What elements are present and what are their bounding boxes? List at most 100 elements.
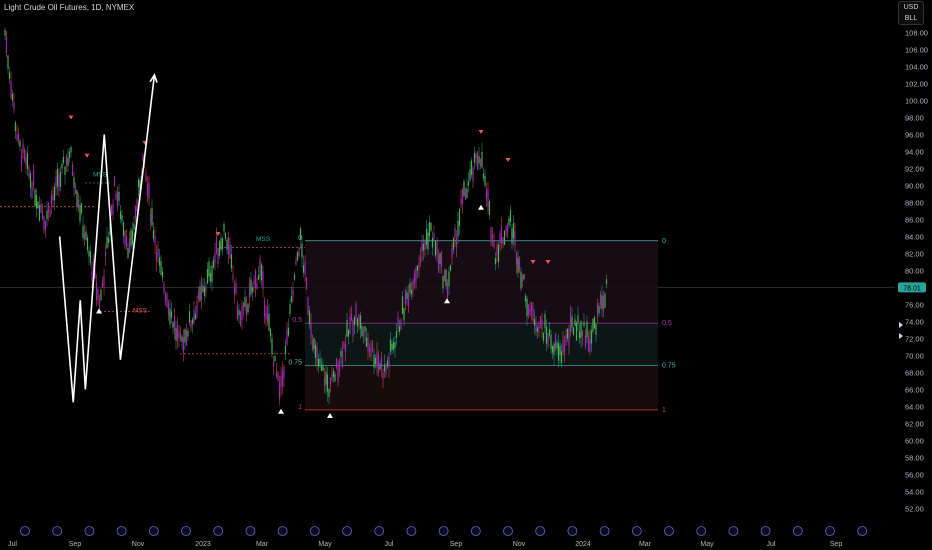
candle-body — [142, 154, 144, 160]
candle-body — [277, 372, 279, 382]
fib-zone-top — [305, 240, 658, 324]
candle-body — [505, 226, 507, 232]
candle-body — [437, 254, 440, 270]
candle-body — [104, 251, 107, 257]
candle-body — [109, 222, 111, 236]
candle-body — [283, 366, 285, 378]
candle-body — [209, 272, 212, 282]
currency-unit-toggle[interactable]: USD BLL — [898, 1, 924, 25]
candle-body — [503, 231, 506, 245]
candle-body — [65, 155, 68, 166]
candle-body — [268, 313, 270, 331]
candle-body — [452, 237, 455, 250]
candle-body — [515, 252, 518, 265]
candle-body — [47, 202, 50, 212]
candle-body — [403, 308, 405, 321]
candle-body — [263, 299, 266, 317]
candle-body — [71, 164, 74, 176]
candle-body — [115, 193, 117, 200]
candle-body — [451, 248, 453, 258]
candle-body — [317, 358, 320, 367]
candle-body — [116, 190, 119, 207]
candle-body — [73, 177, 75, 188]
candle-body — [203, 287, 206, 297]
candle-body — [574, 319, 576, 326]
candle-body — [391, 343, 393, 350]
candle-body — [185, 330, 188, 346]
candle-body — [248, 282, 251, 299]
candle-body — [368, 346, 371, 352]
candle-body — [440, 252, 443, 268]
candle-body — [20, 155, 23, 166]
candle-body — [230, 254, 233, 269]
candle-body — [578, 331, 581, 339]
candle-body — [68, 151, 71, 159]
candle-body — [488, 201, 491, 216]
candle-body — [199, 286, 201, 302]
candle-body — [460, 198, 462, 205]
mss-label: MSS — [133, 307, 148, 314]
candle-body — [145, 173, 147, 182]
candle-body — [599, 293, 602, 305]
candle-body — [275, 371, 278, 377]
candle-body — [412, 279, 414, 291]
candle-body — [107, 238, 110, 244]
candle-body — [181, 336, 183, 342]
candle-body — [508, 218, 510, 225]
event-badge-icon — [599, 526, 610, 536]
unit-bll[interactable]: BLL — [904, 15, 918, 22]
candle-body — [125, 236, 128, 247]
candle-body — [542, 332, 545, 341]
candle-body — [601, 295, 603, 309]
candle-body — [314, 345, 317, 358]
candle-body — [151, 208, 153, 226]
candle-body — [575, 322, 578, 341]
currency-usd[interactable]: USD — [903, 4, 919, 11]
candle-body — [353, 317, 356, 326]
candle-body — [328, 389, 330, 397]
candle-body — [286, 329, 288, 345]
time-tick: Sep — [830, 541, 843, 548]
candle-body — [292, 290, 294, 297]
price-tick: 60.00 — [905, 437, 924, 446]
price-tick: 70.00 — [905, 352, 924, 361]
candle-body — [361, 326, 363, 337]
candle-body — [577, 315, 579, 324]
event-badge-icon — [406, 526, 417, 536]
candle-body — [29, 173, 32, 188]
candle-body — [406, 292, 408, 299]
candle-body — [296, 252, 299, 261]
candle-body — [238, 309, 240, 316]
candle-body — [349, 316, 351, 334]
candle-body — [298, 247, 300, 256]
fib-zone-mid — [305, 323, 658, 366]
event-badge-icon — [857, 526, 868, 536]
price-tick: 76.00 — [905, 301, 924, 310]
event-badge-icon — [213, 526, 224, 536]
candle-body — [383, 364, 386, 372]
candle-body — [128, 238, 131, 253]
time-tick: 2024 — [575, 541, 591, 548]
candle-body — [106, 236, 108, 249]
fib-level-label: 1 — [662, 407, 666, 414]
swing-low-marker-icon — [278, 408, 284, 414]
candle-body — [550, 334, 552, 349]
candle-body — [50, 195, 53, 205]
candle-body — [313, 338, 315, 350]
candle-body — [499, 233, 501, 243]
time-tick: Nov — [513, 541, 526, 548]
price-tick: 104.00 — [905, 63, 928, 72]
candle-body — [518, 259, 521, 271]
event-badge-icon — [148, 526, 159, 536]
candle-body — [311, 340, 314, 350]
swing-low-marker-icon — [444, 298, 450, 304]
candle-body — [38, 205, 41, 221]
candle-body — [463, 181, 465, 197]
candle-body — [430, 222, 432, 231]
candle-body — [170, 311, 173, 318]
event-badge-icon — [116, 526, 127, 536]
time-tick: Nov — [132, 541, 145, 548]
candle-body — [382, 372, 384, 379]
candle-body — [17, 133, 20, 141]
